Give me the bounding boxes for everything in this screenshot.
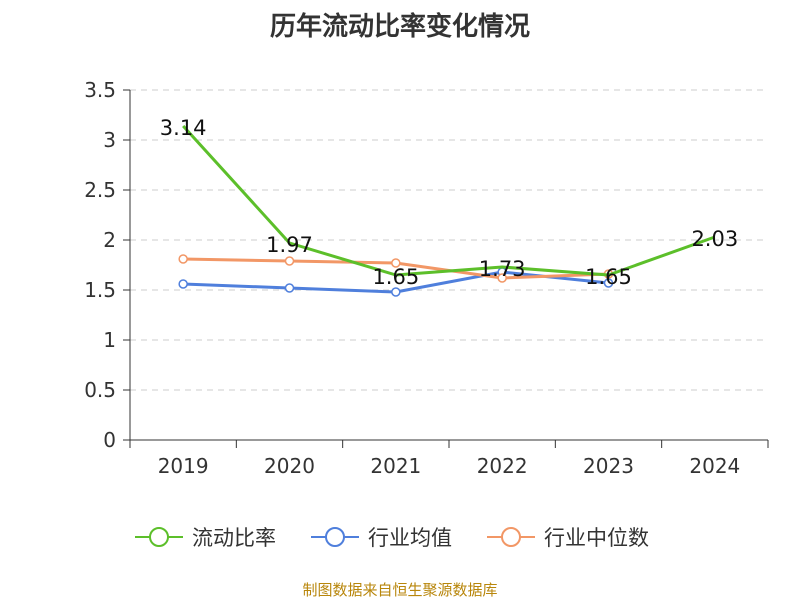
x-tick-label: 2021 <box>370 454 421 478</box>
y-tick-label: 3.5 <box>84 78 116 102</box>
y-tick-label: 1.5 <box>84 278 116 302</box>
x-tick-label: 2020 <box>264 454 315 478</box>
data-label: 1.73 <box>479 257 526 281</box>
y-tick-label: 2.5 <box>84 178 116 202</box>
data-label: 1.97 <box>266 233 313 257</box>
source-note: 制图数据来自恒生聚源数据库 <box>302 581 498 599</box>
data-point <box>497 273 507 283</box>
data-point <box>178 254 188 264</box>
x-tick-label: 2019 <box>158 454 209 478</box>
data-point <box>178 279 188 289</box>
y-tick-label: 2 <box>103 228 116 252</box>
series-line <box>182 124 716 277</box>
data-label: 2.03 <box>691 227 738 251</box>
y-tick-label: 0.5 <box>84 378 116 402</box>
legend-marker <box>149 527 169 547</box>
data-point <box>391 287 401 297</box>
data-point <box>284 256 295 266</box>
x-tick-label: 2023 <box>583 454 634 478</box>
legend-label: 行业中位数 <box>544 526 649 550</box>
legend-label: 流动比率 <box>192 526 276 550</box>
legend-marker <box>325 527 345 547</box>
data-label: 1.65 <box>585 265 632 289</box>
data-label: 3.14 <box>160 116 207 140</box>
x-tick-label: 2022 <box>477 454 528 478</box>
y-tick-label: 1 <box>103 328 116 352</box>
legend-label: 行业均值 <box>368 526 452 550</box>
data-point <box>391 258 401 268</box>
legend-marker <box>501 527 521 547</box>
data-point <box>284 283 295 293</box>
data-label: 1.65 <box>372 265 419 289</box>
y-tick-label: 0 <box>103 428 116 452</box>
chart-title: 历年流动比率变化情况 <box>269 12 530 42</box>
x-tick-label: 2024 <box>689 454 740 478</box>
y-tick-label: 3 <box>103 128 116 152</box>
data-point <box>603 278 614 288</box>
